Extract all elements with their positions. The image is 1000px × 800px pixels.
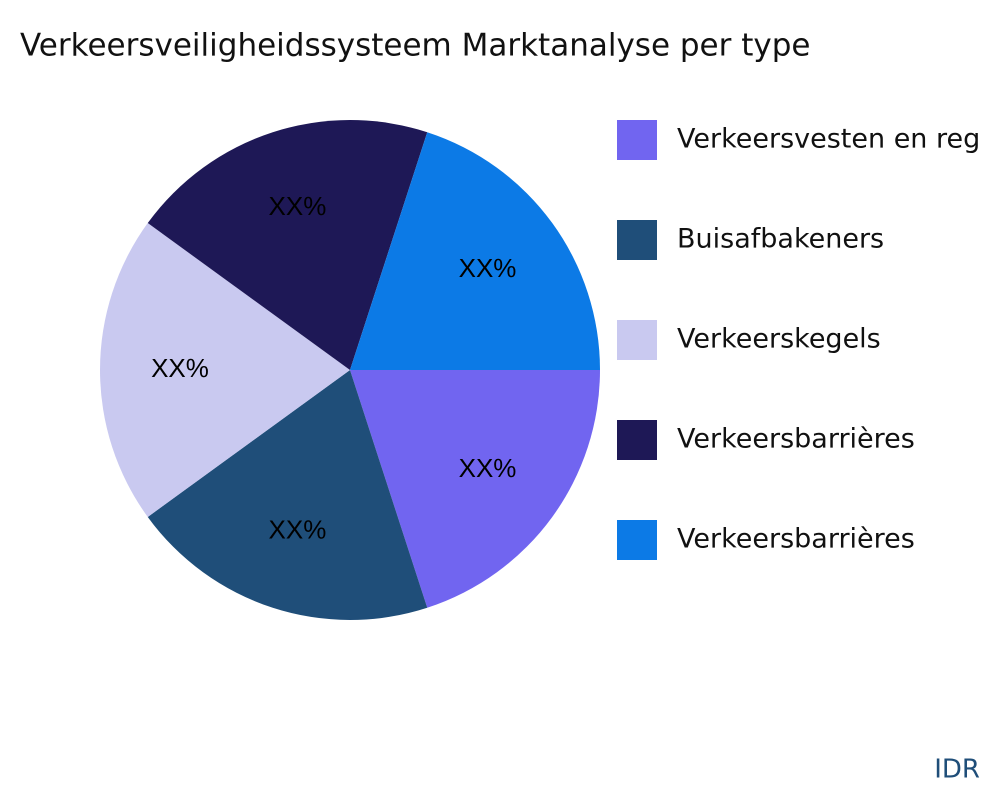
- data-label: XX%: [269, 191, 327, 221]
- pie-slice: [100, 223, 350, 517]
- legend-label: Verkeersbarrières: [677, 424, 915, 455]
- legend-swatch: [617, 520, 657, 560]
- pie-slice: [350, 132, 600, 370]
- pie-slice: [350, 370, 600, 608]
- source-label: IDR: [934, 755, 980, 785]
- legend-label: Buisafbakeners: [677, 224, 884, 255]
- legend-label: Verkeersbarrières: [677, 524, 915, 555]
- data-label: XX%: [151, 353, 209, 383]
- data-label: XX%: [269, 515, 327, 545]
- pie-slice: [147, 120, 428, 370]
- chart-title: Verkeersveiligheidssysteem Marktanalyse …: [20, 28, 810, 64]
- legend-swatch: [617, 320, 657, 360]
- data-label: XX%: [459, 253, 517, 283]
- legend-swatch: [617, 220, 657, 260]
- legend-swatch: [617, 420, 657, 460]
- legend-swatch: [617, 120, 657, 160]
- pie-slice: [147, 370, 428, 620]
- legend-label: Verkeerskegels: [677, 324, 881, 355]
- data-label: XX%: [459, 453, 517, 483]
- legend-label: Verkeersvesten en reg: [677, 124, 980, 155]
